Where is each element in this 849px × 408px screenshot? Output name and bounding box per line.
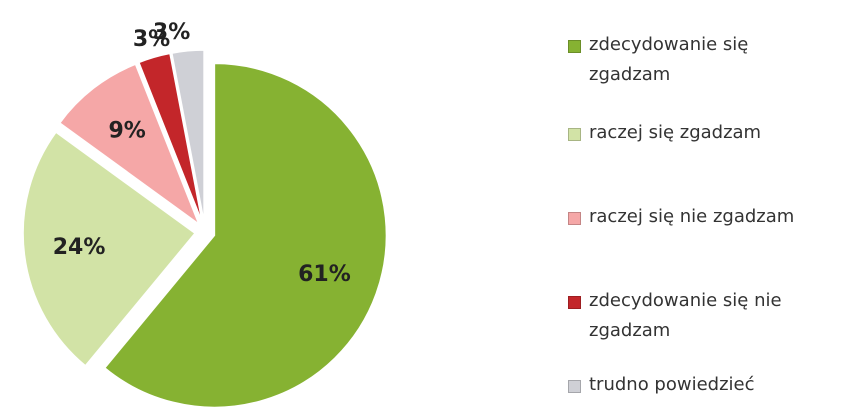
data-label: 9% bbox=[109, 119, 146, 144]
pie-slice bbox=[58, 63, 201, 227]
legend-label: zdecydowanie się zgadzam bbox=[589, 34, 749, 85]
legend-item: trudno powiedzieć bbox=[568, 370, 804, 400]
pie-slice bbox=[137, 52, 203, 223]
legend-item: raczej się zgadzam bbox=[568, 118, 804, 148]
data-label: 3% bbox=[133, 27, 170, 52]
pie-slice bbox=[103, 62, 388, 408]
data-label: 3% bbox=[153, 20, 190, 45]
legend-swatch bbox=[568, 212, 581, 225]
data-label: 61% bbox=[298, 262, 351, 287]
pie-slice bbox=[170, 49, 205, 223]
pie-area: 61% 24% 9% 3%3% bbox=[22, 20, 388, 408]
legend-label: zdecydowanie się nie zgadzam bbox=[589, 290, 782, 341]
legend-swatch bbox=[568, 128, 581, 141]
legend-item: zdecydowanie się nie zgadzam bbox=[568, 286, 804, 346]
legend-label: raczej się nie zgadzam bbox=[589, 206, 795, 227]
legend-item: zdecydowanie się zgadzam bbox=[568, 30, 804, 90]
legend-label: raczej się zgadzam bbox=[589, 122, 762, 143]
data-label: 24% bbox=[53, 235, 106, 260]
legend-item: raczej się nie zgadzam bbox=[568, 202, 804, 232]
legend-swatch bbox=[568, 380, 581, 393]
legend-swatch bbox=[568, 296, 581, 309]
pie-slice bbox=[22, 131, 197, 367]
legend-label: trudno powiedzieć bbox=[589, 374, 755, 395]
legend-swatch bbox=[568, 40, 581, 53]
